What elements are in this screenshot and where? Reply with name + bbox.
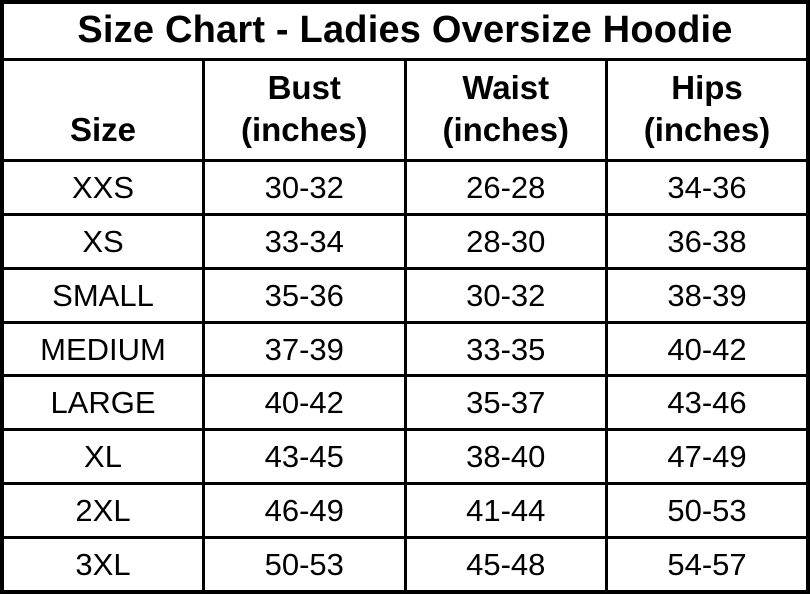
waist-cell: 26-28 bbox=[403, 159, 608, 216]
hips-cell: 47-49 bbox=[605, 428, 810, 486]
table-row: LARGE 40-42 35-37 43-46 bbox=[0, 374, 810, 432]
column-header-row: Size Bust (inches) Waist (inches) Hips (… bbox=[0, 58, 810, 162]
table-row: 2XL 46-49 41-44 50-53 bbox=[0, 482, 810, 540]
waist-cell: 28-30 bbox=[403, 212, 608, 270]
table-row: XXS 30-32 26-28 34-36 bbox=[0, 159, 810, 216]
size-cell: XS bbox=[0, 212, 205, 270]
waist-cell: 45-48 bbox=[403, 536, 608, 594]
column-header-size: Size bbox=[0, 58, 205, 162]
table-row: XL 43-45 38-40 47-49 bbox=[0, 428, 810, 486]
waist-cell: 33-35 bbox=[403, 320, 608, 378]
size-cell: XL bbox=[0, 428, 205, 486]
bust-cell: 30-32 bbox=[202, 159, 407, 216]
bust-cell: 46-49 bbox=[202, 482, 407, 540]
hips-cell: 50-53 bbox=[605, 482, 810, 540]
waist-cell: 38-40 bbox=[403, 428, 608, 486]
column-header-waist-unit: (inches) bbox=[442, 110, 570, 148]
bust-cell: 40-42 bbox=[202, 374, 407, 432]
hips-cell: 36-38 bbox=[605, 212, 810, 270]
size-cell: SMALL bbox=[0, 266, 205, 324]
table-row: MEDIUM 37-39 33-35 40-42 bbox=[0, 320, 810, 378]
size-cell: MEDIUM bbox=[0, 320, 205, 378]
table-row: XS 33-34 28-30 36-38 bbox=[0, 212, 810, 270]
chart-title: Size Chart - Ladies Oversize Hoodie bbox=[0, 0, 810, 61]
column-header-waist: Waist (inches) bbox=[403, 58, 608, 162]
size-chart-header: Size Chart - Ladies Oversize Hoodie Size… bbox=[0, 0, 810, 162]
waist-cell: 30-32 bbox=[403, 266, 608, 324]
size-cell: XXS bbox=[0, 159, 205, 216]
size-cell: 2XL bbox=[0, 482, 205, 540]
column-header-bust-unit: (inches) bbox=[240, 110, 368, 148]
waist-cell: 41-44 bbox=[403, 482, 608, 540]
hips-cell: 43-46 bbox=[605, 374, 810, 432]
size-chart-body: XXS 30-32 26-28 34-36 XS 33-34 28-30 36-38 SMALL… bbox=[0, 159, 810, 594]
size-cell: 3XL bbox=[0, 536, 205, 594]
column-header-bust: Bust (inches) bbox=[202, 58, 407, 162]
table-row: SMALL 35-36 30-32 38-39 bbox=[0, 266, 810, 324]
column-header-waist-label: Waist bbox=[462, 68, 550, 106]
column-header-bust-label: Bust bbox=[267, 68, 341, 106]
hips-cell: 40-42 bbox=[605, 320, 810, 378]
table-row: 3XL 50-53 45-48 54-57 bbox=[0, 536, 810, 594]
bust-cell: 35-36 bbox=[202, 266, 407, 324]
size-cell: LARGE bbox=[0, 374, 205, 432]
column-header-hips-unit: (inches) bbox=[643, 110, 771, 148]
column-header-hips-label: Hips bbox=[671, 68, 743, 106]
bust-cell: 37-39 bbox=[202, 320, 407, 378]
column-header-size-label: Size bbox=[69, 110, 137, 148]
hips-cell: 34-36 bbox=[605, 159, 810, 216]
waist-cell: 35-37 bbox=[403, 374, 608, 432]
title-row: Size Chart - Ladies Oversize Hoodie bbox=[0, 0, 810, 61]
bust-cell: 33-34 bbox=[202, 212, 407, 270]
column-header-hips: Hips (inches) bbox=[605, 58, 810, 162]
hips-cell: 38-39 bbox=[605, 266, 810, 324]
bust-cell: 43-45 bbox=[202, 428, 407, 486]
bust-cell: 50-53 bbox=[202, 536, 407, 594]
hips-cell: 54-57 bbox=[605, 536, 810, 594]
